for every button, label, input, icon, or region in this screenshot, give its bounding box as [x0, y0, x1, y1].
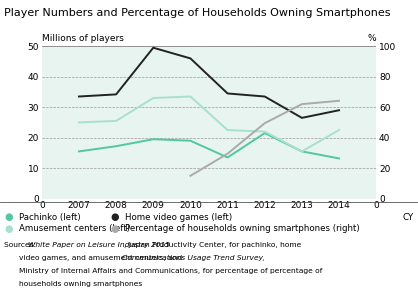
Text: Home video games (left): Home video games (left) [125, 213, 232, 222]
Text: Player Numbers and Percentage of Households Owning Smartphones: Player Numbers and Percentage of Househo… [4, 8, 391, 18]
Text: CY: CY [403, 213, 414, 222]
Text: Millions of players: Millions of players [42, 34, 124, 43]
Text: Communications Usage Trend Survey,: Communications Usage Trend Survey, [122, 255, 265, 261]
Text: ●: ● [111, 224, 119, 233]
Text: ●: ● [4, 212, 13, 222]
Text: , Japan Productivity Center, for pachinko, home: , Japan Productivity Center, for pachink… [124, 242, 301, 248]
Text: Amusement centers (left): Amusement centers (left) [19, 224, 130, 233]
Text: Percentage of households owning smartphones (right): Percentage of households owning smartpho… [125, 224, 360, 233]
Text: %: % [367, 34, 376, 43]
Text: households owning smartphones: households owning smartphones [19, 281, 142, 286]
Text: White Paper on Leisure Industry 2015: White Paper on Leisure Industry 2015 [28, 242, 171, 248]
Text: ●: ● [111, 212, 119, 222]
Text: Sources:: Sources: [4, 242, 38, 248]
Text: video games, and amusement centers, and: video games, and amusement centers, and [19, 255, 184, 261]
Text: Pachinko (left): Pachinko (left) [19, 213, 80, 222]
Text: ●: ● [4, 224, 13, 233]
Text: Ministry of Internal Affairs and Communications, for percentage of percentage of: Ministry of Internal Affairs and Communi… [19, 268, 322, 274]
